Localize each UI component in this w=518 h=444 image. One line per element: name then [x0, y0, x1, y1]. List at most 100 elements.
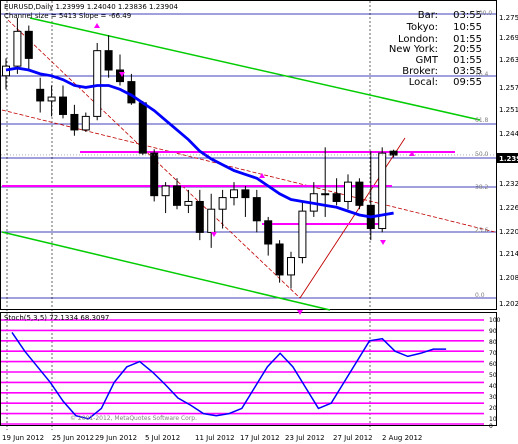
candle-body	[2, 65, 10, 77]
candle-body	[47, 96, 56, 102]
candle-body	[344, 181, 352, 202]
candle-body	[378, 152, 387, 230]
candle-body	[104, 50, 113, 71]
stoch-tick-label: 50	[489, 372, 497, 379]
fib-anchor-line	[299, 137, 406, 299]
session-label: Tokyo:	[406, 22, 438, 33]
price-panel	[1, 1, 496, 430]
session-label: London:	[398, 34, 438, 45]
fib-label: 0.0	[475, 292, 485, 299]
candle-body	[230, 189, 238, 199]
fib-label: 38.2	[475, 184, 489, 191]
time-tick-label: 19 Jun 2012	[2, 434, 44, 442]
candle-body	[161, 185, 170, 197]
fib-level-labels: 100.0 76.4 61.8 50.0 38.2 23.6 0.0	[475, 10, 492, 299]
candle-body	[138, 102, 147, 154]
time-tick-label: 5 Jul 2012	[145, 434, 180, 442]
stoch-tick-label: 0	[489, 423, 493, 430]
fib-label: 50.0	[475, 151, 489, 158]
main-panel-frame	[0, 0, 497, 310]
channel-lower-line	[1, 231, 331, 311]
session-value: 03:55	[453, 10, 482, 21]
price-tick-label: 1.26900	[499, 34, 518, 42]
candle-body	[275, 243, 284, 276]
candle-body	[93, 50, 102, 117]
time-tick-label: 2 Aug 2012	[382, 434, 422, 442]
fib-label: 61.8	[475, 117, 489, 124]
stoch-tick-label: 80	[489, 339, 497, 346]
candle-body	[59, 96, 67, 115]
price-tick-label: 1.20870	[499, 274, 518, 282]
price-tick-label: 1.23290	[499, 180, 518, 188]
price-tick-label: 1.25110	[499, 106, 518, 114]
time-tick-label: 29 Jun 2012	[95, 434, 137, 442]
session-label: Broker:	[402, 66, 438, 77]
price-tick-label: 1.26310	[499, 56, 518, 64]
candle-body	[241, 189, 250, 199]
candle-body	[321, 193, 330, 196]
candle-body	[13, 30, 22, 67]
fractal-arrow	[119, 72, 125, 77]
channel-upper-line	[29, 17, 481, 121]
candle-body	[298, 210, 307, 259]
channel-info: Channel size = 5413 Slope = -66.49	[4, 12, 131, 20]
session-value: 01:55	[453, 55, 482, 66]
session-value: 01:55	[453, 34, 482, 45]
candle-body	[173, 185, 181, 206]
fib-label: 100.0	[475, 10, 492, 17]
candle-body	[24, 30, 33, 59]
stoch-main-line	[11, 332, 447, 420]
session-value: 10:55	[453, 22, 482, 33]
session-label: Bar:	[418, 10, 438, 21]
stoch-tick-label: 30	[489, 394, 497, 401]
session-label: GMT	[416, 55, 439, 66]
session-label: New York:	[389, 44, 438, 55]
candle-body	[81, 115, 90, 131]
candle-body	[207, 208, 216, 233]
time-tick-label: 23 Jul 2012	[285, 434, 325, 442]
candle-body	[389, 150, 398, 156]
time-tick-label: 25 Jun 2012	[52, 434, 94, 442]
candle-body	[195, 200, 204, 233]
candle-body	[264, 220, 273, 245]
time-tick-label: 27 Jul 2012	[333, 434, 373, 442]
price-tick-label: 1.22090	[499, 228, 518, 236]
stoch-tick-label: 10	[489, 416, 497, 423]
fractal-arrow	[94, 23, 100, 28]
fib-label: 23.6	[475, 227, 489, 234]
fib-label: 76.4	[475, 71, 489, 78]
fractal-arrow	[297, 310, 303, 315]
time-tick-label: 11 Jul 2012	[195, 434, 235, 442]
time-tick-label: 17 Jul 2012	[240, 434, 280, 442]
price-tick-label: 1.24490	[499, 130, 518, 138]
stoch-title: Stoch(5,3,5) 72.1334 68.3097	[4, 314, 109, 322]
stoch-tick-label: 40	[489, 383, 497, 390]
session-label: Local:	[409, 77, 438, 88]
stochastic-panel	[1, 319, 484, 425]
time-axis: 19 Jun 2012 25 Jun 2012 29 Jun 2012 5 Ju…	[2, 434, 422, 442]
stoch-tick-label: 100	[489, 317, 501, 324]
current-price-marker	[497, 153, 518, 163]
symbol-header: EURUSD,Daily 1.23999 1.24040 1.23836 1.2…	[4, 3, 179, 11]
price-tick-label: 1.27520	[499, 14, 518, 22]
candle-body	[218, 197, 227, 210]
candle-body	[184, 200, 193, 206]
copyright-text: © 2001-2012, MetaQuotes Software Corp.	[70, 415, 197, 422]
stoch-panel-frame	[0, 312, 497, 426]
candle-body	[355, 181, 364, 206]
fractal-arrow	[409, 151, 415, 156]
session-value: 09:55	[453, 77, 482, 88]
fractal-arrow	[259, 173, 265, 178]
current-price-label: 1.23904	[499, 155, 518, 163]
candle-body	[70, 113, 79, 131]
stoch-tick-label: 70	[489, 350, 497, 357]
stoch-tick-label: 90	[489, 328, 497, 335]
price-tick-label: 1.25710	[499, 84, 518, 92]
session-value: 20:55	[453, 44, 482, 55]
stoch-axis: 100 90 80 70 60 50 40 30 20 10 0	[489, 317, 501, 430]
candle-body	[332, 193, 341, 202]
candle-body	[252, 197, 261, 222]
candle-body	[116, 69, 124, 83]
